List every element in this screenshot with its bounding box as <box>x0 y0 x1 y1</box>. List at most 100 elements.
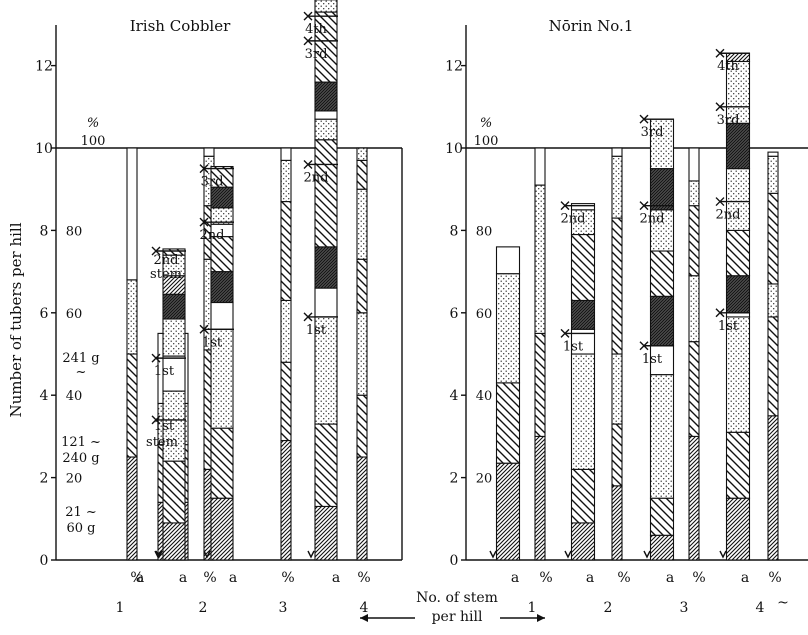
percent-bar-segment <box>688 180 700 207</box>
percent-bar-segment <box>356 456 368 561</box>
count-bar-segment <box>314 139 338 248</box>
percent-bar-segment <box>611 485 623 561</box>
count-bar-segment <box>495 273 521 384</box>
count-bar-segment <box>162 460 186 524</box>
stem-marker-label: stem <box>150 267 182 282</box>
count-bar-segment <box>725 497 751 561</box>
percent-bar-segment <box>126 279 138 355</box>
bar-label-count: a <box>511 570 519 586</box>
count-bar-segment <box>649 168 675 211</box>
count-bar-segment <box>314 287 338 318</box>
count-bar-segment <box>210 271 234 304</box>
stem-marker-cross <box>303 36 313 46</box>
percent-bar-segment <box>688 147 700 182</box>
y-tick-label: 4 <box>40 388 49 404</box>
y-tick-label: 0 <box>40 553 49 569</box>
count-bar-segment <box>314 505 338 561</box>
count-bar-segment <box>495 246 521 275</box>
pct-tick-label: 20 <box>66 472 83 487</box>
stem-number: 3 <box>279 600 288 616</box>
pct-tick-label: 80 <box>66 224 83 239</box>
pct-tick-label: 40 <box>66 389 83 404</box>
stem-number: 2 <box>199 600 208 616</box>
y-tick-label: 12 <box>445 59 463 75</box>
count-bar-segment <box>314 110 338 120</box>
stem-number: 2 <box>604 600 613 616</box>
y-tick-label: 12 <box>35 59 53 75</box>
bar-label-count: a <box>136 570 144 586</box>
percent-bar-segment <box>356 258 368 314</box>
count-bar-segment <box>649 497 675 536</box>
count-bar-segment <box>725 229 751 277</box>
stem-number: 1 <box>116 600 125 616</box>
percent-bar-segment <box>280 147 292 161</box>
stem-marker-label: 2nd <box>154 253 179 268</box>
legend-label-121-line1: 121 ~ <box>61 435 101 450</box>
percent-bar-segment <box>611 147 623 157</box>
stem-marker-cross <box>715 308 725 318</box>
stem-marker-cross <box>199 324 209 334</box>
percent-bar-segment <box>280 201 292 301</box>
y-tick-label: 2 <box>40 471 49 487</box>
pct-tick-label: 20 <box>476 472 493 487</box>
bar-label-percent: % <box>281 570 294 586</box>
stem-marker-cross <box>639 201 649 211</box>
percent-bar-segment <box>688 205 700 277</box>
count-bar-segment <box>570 203 596 211</box>
count-bar-segment <box>649 250 675 297</box>
stem-marker-label: 1st <box>642 352 663 367</box>
percent-bar-segment <box>280 299 292 363</box>
count-bar-segment <box>725 275 751 314</box>
stem-marker-cross <box>303 312 313 322</box>
percent-bar-segment <box>534 147 546 186</box>
pct-top-right: 100 <box>474 134 499 149</box>
stem-marker-cross <box>715 102 725 112</box>
count-bar-segment <box>649 534 675 561</box>
percent-bar-segment <box>767 192 779 285</box>
stem-marker-label: 3rd <box>641 125 664 140</box>
count-bar-segment <box>210 497 234 561</box>
panel-title-2: Nōrin No.1 <box>549 17 634 35</box>
stem-marker-cross <box>199 217 209 227</box>
percent-bar-segment <box>611 353 623 425</box>
count-bar-segment <box>725 316 751 433</box>
percent-bar-segment <box>126 456 138 561</box>
pct-tick-label: 60 <box>476 307 493 322</box>
percent-bar-segment <box>280 439 292 561</box>
stem-marker-label: 3rd <box>305 47 328 62</box>
percent-bar-segment <box>611 423 623 487</box>
stem-marker-cross <box>199 164 209 174</box>
percent-bar-segment <box>356 394 368 458</box>
count-bar-segment <box>649 374 675 499</box>
bar-label-count: a <box>179 570 187 586</box>
percent-bar-segment <box>767 316 779 417</box>
stem-marker-label: 3rd <box>201 175 224 190</box>
bar-label-percent: % <box>203 570 216 586</box>
y-tick-label: 10 <box>445 141 463 157</box>
stem-marker-label: 3rd <box>717 113 740 128</box>
stem-number: 4 <box>756 600 765 616</box>
stem-marker-cross <box>560 328 570 338</box>
count-bar-segment <box>495 462 521 561</box>
stem-marker-cross <box>560 201 570 211</box>
stem-marker-label: 4th <box>717 59 739 74</box>
bar-label-count: a <box>586 570 594 586</box>
stem-marker-label: 1st <box>154 364 175 379</box>
stem-start-tick <box>643 550 651 559</box>
stem-marker-cross <box>303 159 313 169</box>
stem-marker-label: 1st <box>202 335 223 350</box>
percent-bar-segment <box>126 147 138 281</box>
y-tick-label: 6 <box>450 306 459 322</box>
stem-marker-label: 2nd <box>716 208 741 223</box>
stem-start-tick <box>154 550 162 559</box>
percent-bar-segment <box>356 159 368 190</box>
stem-start-tick <box>203 550 211 559</box>
percent-bar-segment <box>767 151 779 157</box>
percent-bar-segment <box>534 332 546 437</box>
percent-bar-segment <box>280 159 292 203</box>
bar-label-percent: % <box>692 570 705 586</box>
percent-bar-segment <box>611 217 623 355</box>
stem-marker-cross <box>639 114 649 124</box>
